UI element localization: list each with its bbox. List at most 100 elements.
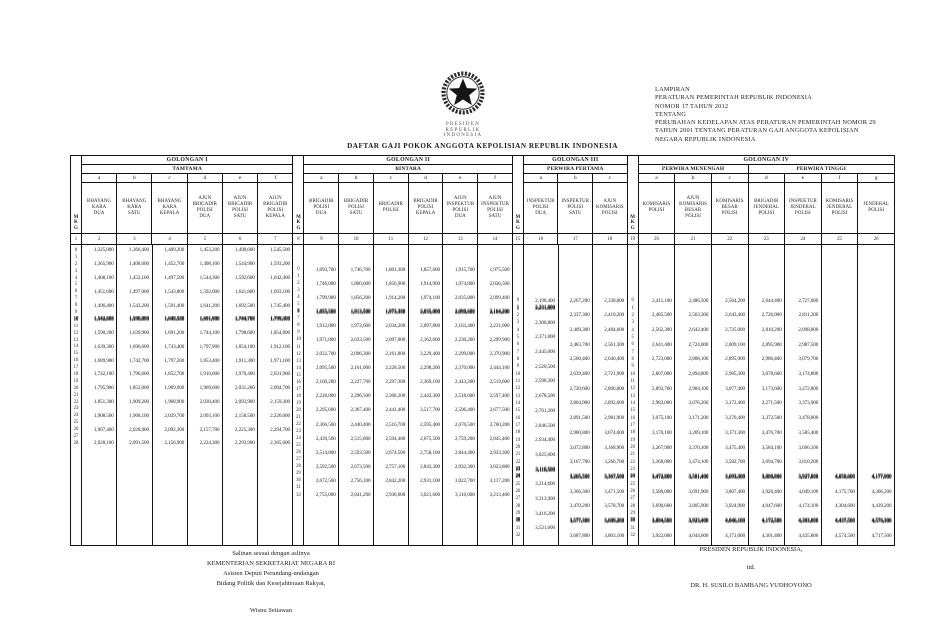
mkg-value: 3 <box>516 320 520 326</box>
column-number: 22 <box>710 234 748 244</box>
salary-cell <box>785 334 821 341</box>
salary-cell <box>639 319 675 326</box>
salary-cell: 3,367,500 <box>604 473 625 480</box>
salary-cell: 2,229,400 <box>420 351 440 358</box>
salary-cell <box>188 337 222 344</box>
salary-cell <box>822 495 858 502</box>
column-letter: e <box>442 174 478 183</box>
salary-cell <box>304 400 338 407</box>
salary-cell <box>82 405 116 412</box>
salary-cell <box>478 442 512 449</box>
salary-cell <box>858 422 894 429</box>
salary-cell <box>117 337 151 344</box>
seal-caption-line2: REPUBLIK INDONESIA <box>443 127 483 139</box>
salary-cell <box>82 323 116 330</box>
salary-cell <box>153 309 187 316</box>
mkg-value: 6 <box>297 309 300 315</box>
certification-line: KEMENTERIAN SEKRETARIAT NEGARA RI <box>206 560 336 567</box>
salary-cell: 1,544,900 <box>234 261 255 268</box>
rank-name: AJUN KOMISARIS BESAR POLISI <box>674 183 711 234</box>
salary-cell <box>478 484 512 491</box>
mkg-value: 15 <box>630 408 635 414</box>
salary-cell <box>304 372 338 379</box>
salary-cell <box>524 356 558 363</box>
rank-name: JENDERAL POLISI <box>857 183 894 234</box>
salary-cell: 2,892,600 <box>604 400 625 407</box>
mkg-value: 1 <box>516 305 520 311</box>
group-label: BINTARA <box>303 165 512 174</box>
salary-cell: 3,810,200 <box>798 459 819 466</box>
salary-cell <box>858 400 894 407</box>
salary-cell: 2,439,500 <box>315 435 336 442</box>
salary-cell: 3,373,900 <box>798 400 819 407</box>
salary-cell <box>117 323 151 330</box>
salary-cell <box>858 481 894 488</box>
salary-cell <box>593 363 627 370</box>
salary-cell: 2,035,800 <box>454 294 475 301</box>
salary-cell: 1,746,700 <box>350 266 371 273</box>
salary-cell: 2,725,000 <box>725 327 746 334</box>
column-letter: g <box>857 174 894 183</box>
salary-cell: 2,515,800 <box>350 435 371 442</box>
column-number: 9 <box>303 234 338 244</box>
rank-name-lines: BHAYANG KARA SATU <box>122 199 146 217</box>
section-header: M K G GOLONGAN IV PERWIRA MENENGAH PERWIRA TI… <box>627 156 894 245</box>
salary-cell: 2,028,100 <box>93 440 114 447</box>
column-number: 24 <box>784 234 821 244</box>
salary-cell <box>822 481 858 488</box>
salary-cell: 3,689,200 <box>604 517 625 524</box>
rank-name-line: KARA <box>127 204 142 210</box>
salary-cell: 1,972,600 <box>350 322 371 329</box>
mkg-value: 21 <box>296 415 301 420</box>
mkg-value: 26 <box>296 450 301 456</box>
salary-cell: 4,306,200 <box>871 488 892 495</box>
column-number: 11 <box>372 234 408 244</box>
salary-cell <box>749 437 785 444</box>
mkg-value: 6 <box>74 289 78 295</box>
salary-cell: 2,594,400 <box>385 435 406 442</box>
salary-cell <box>223 392 257 399</box>
salary-cell <box>409 329 443 336</box>
salary-cell: 1,800,600 <box>350 280 371 287</box>
salary-cell: 3,025,600 <box>535 451 555 458</box>
rank-name-line: BRIGADIR <box>413 198 438 204</box>
mkg-value: 19 <box>296 400 301 406</box>
salary-cell <box>593 481 627 488</box>
salary-cell: 3,117,200 <box>489 477 510 484</box>
salary-cell <box>712 363 748 370</box>
salary-cell: 3,077,400 <box>725 385 746 392</box>
signature-block: PRESIDEN REPUBLIK INDONESIA, ttd. DR. H.… <box>608 546 894 589</box>
lampiran-line: TAHUN 2001 TENTANG PERATURAN GAJI ANGGOT… <box>655 127 859 135</box>
salary-cell: 3,474,100 <box>688 459 709 466</box>
salary-cell <box>374 315 408 322</box>
salary-cell <box>409 428 443 435</box>
mkg-value: 0 <box>297 267 300 273</box>
salary-cell <box>188 281 222 288</box>
salary-cell <box>858 510 894 517</box>
salary-cell: 1,593,200 <box>270 261 290 268</box>
salary-cell <box>82 268 116 275</box>
salary-cell: 2,934,400 <box>535 437 555 444</box>
rank-name-lines: INSPEKTUR JENDERAL POLISI <box>789 199 817 217</box>
rank-name-line: BRIGADIR <box>263 201 288 207</box>
section-header: M K G GOLONGAN III PERWIRA PERTAMA a INSPEKTUR… <box>512 156 627 245</box>
rank-name-line: POLISI <box>267 208 284 213</box>
mkg-value: 25 <box>515 481 521 487</box>
salary-cell: 3,475,400 <box>725 444 746 451</box>
salary-cell <box>339 470 373 477</box>
salary-cell: 2,809,100 <box>725 341 746 348</box>
salary-cell <box>188 309 222 316</box>
salary-cell <box>443 329 477 336</box>
salary-cell <box>339 301 373 308</box>
salary-cell: 2,160,200 <box>315 379 336 386</box>
salary-cell: 2,444,100 <box>489 365 510 372</box>
rank-name-line: BESAR <box>684 208 702 213</box>
president-name: DR. H. SUSILO BAMBANG YUDHOYONO <box>690 582 812 589</box>
rank-name: KOMISARIS POLISI <box>637 183 675 234</box>
salary-cell <box>82 433 116 440</box>
salary-cell: 2,984,100 <box>688 385 709 392</box>
mkg-value: 30 <box>630 518 635 524</box>
salary-cell <box>258 378 292 385</box>
mkg-letter: M <box>73 214 79 220</box>
